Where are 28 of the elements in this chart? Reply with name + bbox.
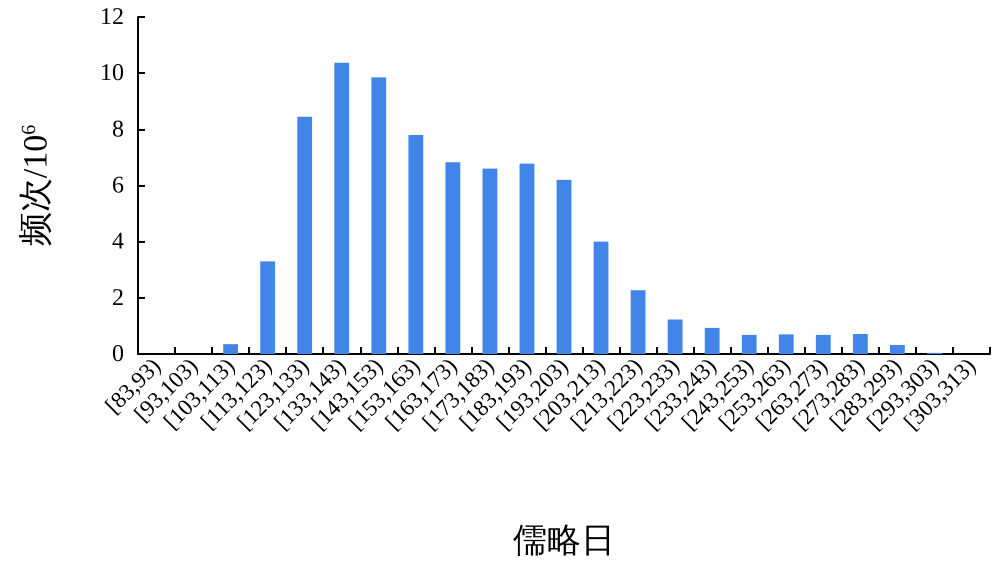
y-axis-title: 频次/106 — [18, 124, 54, 246]
bar — [482, 168, 498, 354]
bar — [371, 77, 386, 354]
bar — [816, 334, 831, 354]
bar — [520, 164, 534, 354]
bar — [334, 62, 350, 354]
y-tick-label: 12 — [100, 4, 124, 30]
bar — [668, 319, 683, 354]
bar — [778, 334, 794, 354]
bar — [890, 345, 905, 354]
bar — [594, 242, 608, 354]
bar — [408, 134, 424, 354]
x-axis-title: 儒略日 — [513, 522, 615, 560]
y-tick-label: 0 — [112, 341, 124, 367]
bar — [704, 328, 720, 354]
bar — [260, 261, 276, 354]
bar — [297, 116, 312, 354]
y-tick-label: 8 — [112, 116, 124, 142]
y-tick-label: 4 — [112, 228, 124, 255]
y-tick-label: 10 — [100, 60, 124, 86]
bar — [742, 334, 757, 354]
y-tick-label: 6 — [112, 172, 124, 198]
y-tick-label: 2 — [112, 284, 124, 311]
bar — [852, 334, 868, 354]
bar — [223, 344, 238, 354]
bar — [630, 290, 646, 354]
bar — [445, 162, 460, 354]
bar — [556, 180, 572, 354]
